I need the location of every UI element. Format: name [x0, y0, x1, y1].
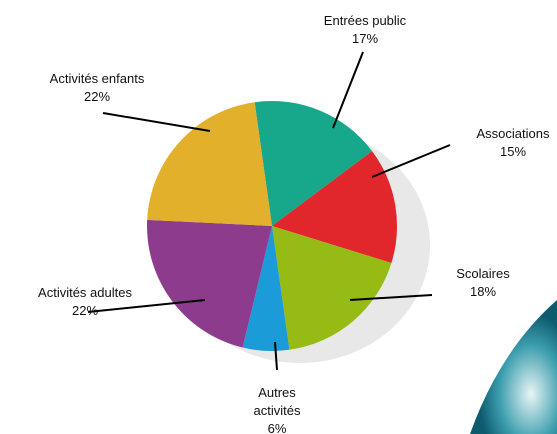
slice-label: Activités enfants: [49, 71, 145, 86]
slice-value-label: 15%: [499, 144, 527, 159]
slice-value-label: 22%: [71, 303, 99, 318]
slice-label: Activités adultes: [38, 285, 132, 300]
decoration: [470, 300, 557, 434]
slice-label: Autres activités: [253, 385, 301, 418]
leader-line: [87, 299, 206, 313]
slice-label: Associations: [476, 126, 550, 141]
pie-slice: [272, 151, 397, 263]
leader-line: [371, 144, 451, 178]
pie-slice: [242, 226, 290, 351]
pie-slice: [254, 101, 373, 226]
leader-line: [274, 341, 278, 371]
slice-value-label: 6%: [267, 421, 287, 434]
slice-label: Scolaires: [456, 266, 510, 281]
pie-slice: [272, 226, 392, 350]
pie-slice: [147, 102, 272, 226]
slice-label: Entrées public: [323, 13, 407, 28]
leader-line: [102, 112, 211, 132]
slice-value-label: 18%: [469, 284, 497, 299]
slice-value-label: 22%: [83, 89, 111, 104]
leader-line: [332, 51, 364, 129]
leader-line: [349, 294, 433, 301]
slice-value-label: 17%: [351, 31, 379, 46]
pie-slice: [146, 219, 272, 348]
